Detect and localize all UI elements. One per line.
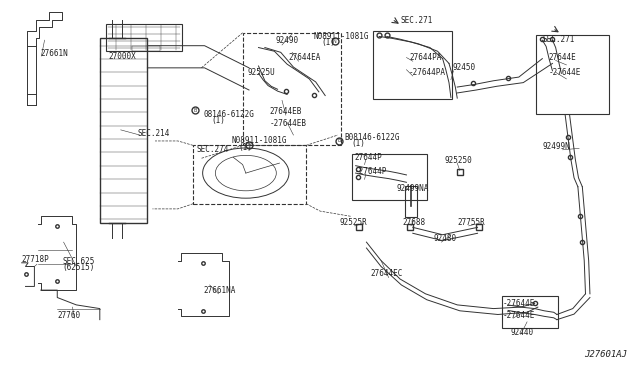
Text: 27661N: 27661N xyxy=(41,49,68,58)
Text: 27644PA: 27644PA xyxy=(409,53,442,62)
Text: 92525U: 92525U xyxy=(248,68,275,77)
Text: N: N xyxy=(247,142,251,147)
Text: -27644E: -27644E xyxy=(503,311,535,320)
Text: -27644E: -27644E xyxy=(503,299,535,308)
Text: SEC.271: SEC.271 xyxy=(400,16,433,25)
Text: 92525R: 92525R xyxy=(339,218,367,227)
Bar xyxy=(404,186,417,217)
Text: (1): (1) xyxy=(321,38,335,47)
Text: 27644EB: 27644EB xyxy=(269,107,301,116)
Text: SEC.271: SEC.271 xyxy=(542,35,575,44)
Text: 92490: 92490 xyxy=(276,36,299,45)
Text: (1): (1) xyxy=(211,116,225,125)
Text: 27644E: 27644E xyxy=(548,53,577,62)
Text: 92499NA: 92499NA xyxy=(396,185,429,193)
Text: N: N xyxy=(333,39,337,44)
Text: (1): (1) xyxy=(239,143,253,152)
Text: 27755R: 27755R xyxy=(457,218,485,227)
Text: 92450: 92450 xyxy=(452,63,476,72)
Text: SEC.214: SEC.214 xyxy=(138,129,170,138)
Text: SEC.625: SEC.625 xyxy=(62,257,95,266)
Text: -27644EB: -27644EB xyxy=(269,119,307,128)
Text: -27644P: -27644P xyxy=(355,167,387,176)
Text: B: B xyxy=(337,138,341,144)
Text: N08911-1081G: N08911-1081G xyxy=(231,137,287,145)
Bar xyxy=(193,145,306,204)
Text: 27718P: 27718P xyxy=(22,254,49,264)
Text: (1): (1) xyxy=(352,139,365,148)
Text: 92499N: 92499N xyxy=(542,142,570,151)
Text: -27644E: -27644E xyxy=(548,68,581,77)
Text: 27644EA: 27644EA xyxy=(289,53,321,62)
Text: 92480: 92480 xyxy=(433,234,456,243)
Bar xyxy=(536,35,609,114)
Bar xyxy=(132,46,160,51)
Text: 27688: 27688 xyxy=(403,218,426,227)
Text: 27760: 27760 xyxy=(57,311,81,320)
Text: 27661NA: 27661NA xyxy=(204,286,236,295)
Text: 925250: 925250 xyxy=(445,156,472,166)
Bar xyxy=(373,31,452,99)
Bar xyxy=(100,38,147,223)
Text: 08146-6122G: 08146-6122G xyxy=(204,109,254,119)
Bar xyxy=(352,154,427,200)
Text: N08911-1081G: N08911-1081G xyxy=(314,32,369,41)
Text: SEC.274: SEC.274 xyxy=(197,145,229,154)
Text: 27644EC: 27644EC xyxy=(371,269,403,278)
Text: 27000X: 27000X xyxy=(108,52,136,61)
Text: (62515): (62515) xyxy=(62,263,95,272)
Text: B08146-6122G: B08146-6122G xyxy=(344,133,400,142)
Text: -27644PA: -27644PA xyxy=(409,68,446,77)
Bar xyxy=(106,23,182,51)
Text: 27644P: 27644P xyxy=(355,153,382,162)
Text: J27601AJ: J27601AJ xyxy=(584,350,627,359)
Bar xyxy=(502,296,557,328)
Text: B: B xyxy=(193,108,196,113)
Bar xyxy=(243,33,341,145)
Text: 92440: 92440 xyxy=(511,328,534,337)
